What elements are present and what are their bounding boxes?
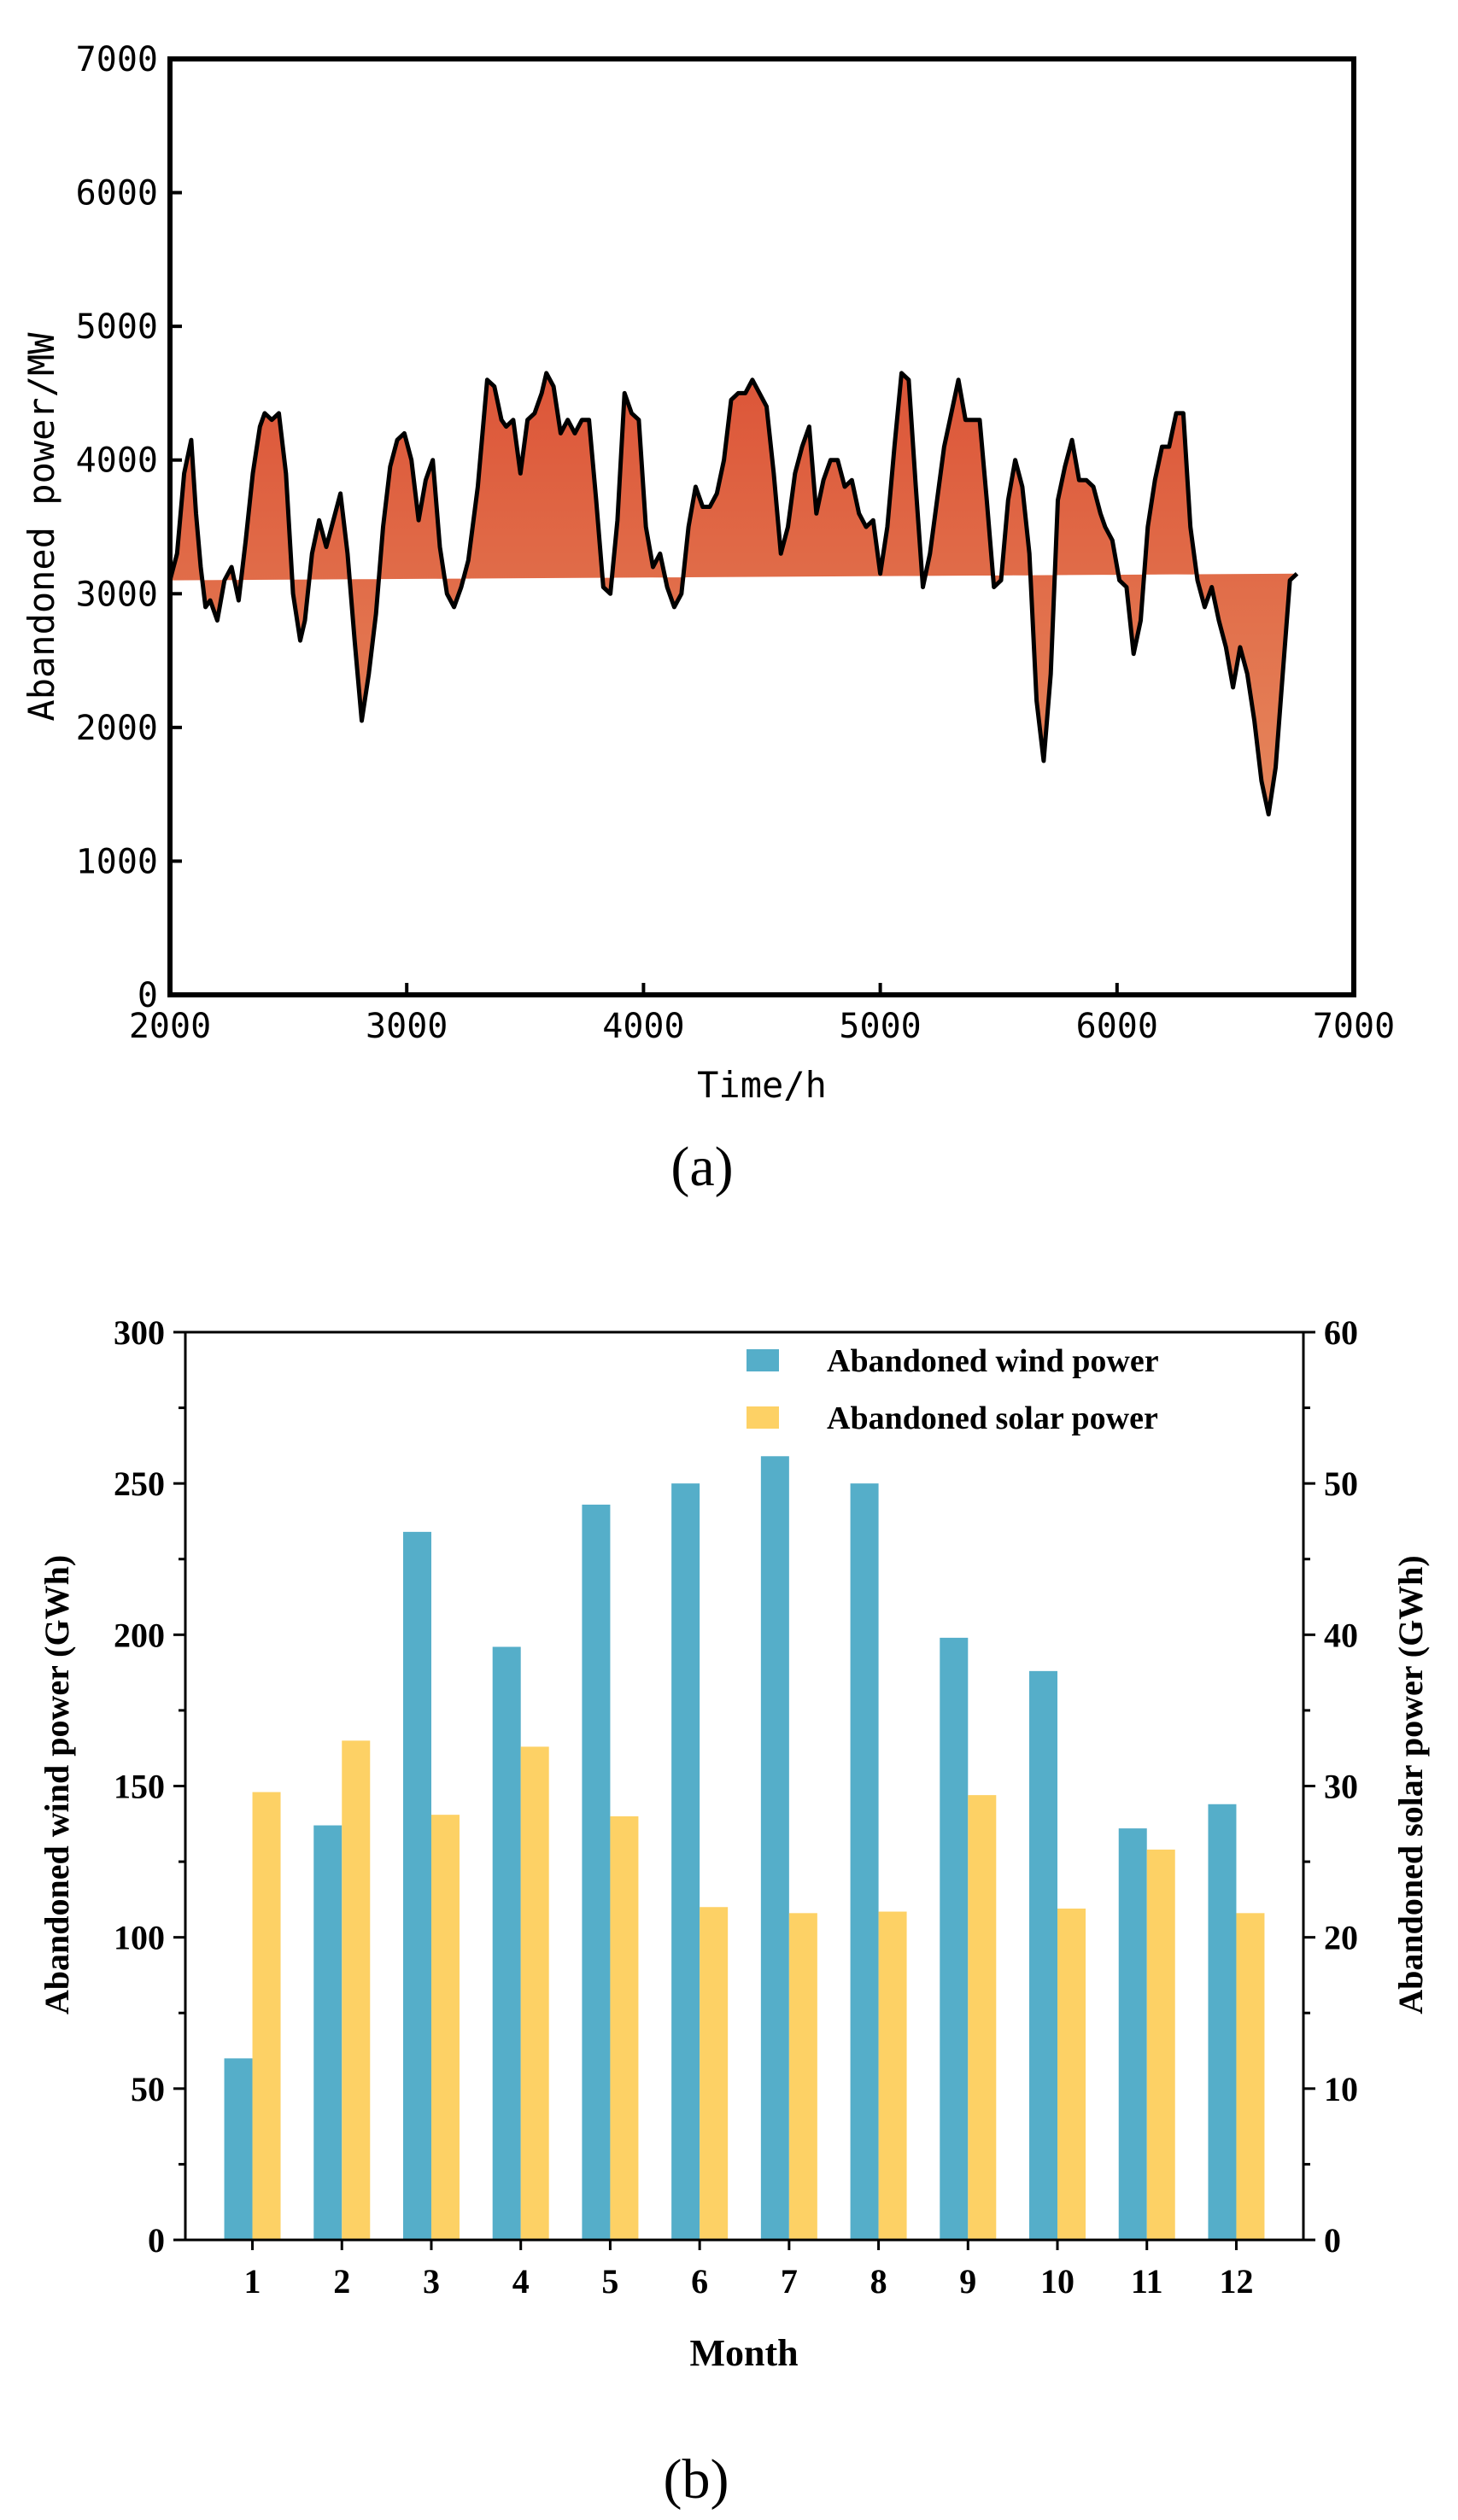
x-tick-label-a: 2000 [129, 1007, 211, 1046]
bar-solar [520, 1746, 549, 2240]
y-tick-label-a: 4000 [76, 441, 158, 481]
chart-b: 1 2 3 4 5 6 7 8 9 10 11 120501001502002503000102030… [38, 1313, 1430, 2511]
x-tick-label-b: 9 [959, 2262, 976, 2301]
bar-wind [850, 1483, 879, 2240]
y-tick-label-left-b: 0 [148, 2221, 165, 2260]
y-tick-label-a: 6000 [76, 174, 158, 213]
bar-wind [313, 1825, 343, 2240]
axis-ticks-a: 2000 3000 4000 5000 6000 7000 0 1000 2000 3000 400… [76, 40, 1395, 1046]
chart-a: 2000 3000 4000 5000 6000 7000 0 1000 2000 3000 400… [20, 40, 1395, 1198]
y-tick-label-right-b: 10 [1324, 2070, 1358, 2108]
x-tick-label-b: 11 [1131, 2262, 1163, 2301]
y-axis-title-left-b: Abandoned wind power (GWh) [38, 1555, 76, 2014]
y-tick-label-right-b: 50 [1324, 1465, 1358, 1503]
area-fill [170, 372, 1297, 815]
bar-wind [582, 1504, 611, 2240]
x-tick-label-a: 4000 [602, 1007, 684, 1046]
x-tick-label-b: 8 [870, 2262, 887, 2301]
y-tick-label-a: 5000 [76, 307, 158, 347]
bar-solar [788, 1913, 817, 2240]
bar-solar [252, 1792, 281, 2240]
x-tick-label-b: 3 [423, 2262, 440, 2301]
plot-frame-a [167, 56, 1356, 997]
bar-wind [760, 1456, 789, 2240]
bar-solar [430, 1815, 460, 2240]
y-tick-label-left-b: 250 [114, 1465, 165, 1503]
x-axis-title-b: Month [689, 2332, 798, 2374]
panel-label-a: (a) [670, 1136, 733, 1198]
x-tick-label-b: 2 [333, 2262, 350, 2301]
y-tick-label-left-b: 300 [114, 1313, 165, 1352]
y-tick-label-right-b: 30 [1324, 1768, 1358, 1806]
x-tick-label-a: 7000 [1313, 1007, 1395, 1046]
bar-wind [671, 1483, 700, 2240]
x-tick-label-a: 5000 [839, 1007, 921, 1046]
x-tick-label-b: 4 [512, 2262, 530, 2301]
bar-solar [1236, 1913, 1265, 2240]
y-tick-label-right-b: 60 [1324, 1313, 1358, 1352]
legend-label-solar: Abandoned solar power [827, 1400, 1158, 1436]
y-tick-label-left-b: 50 [131, 2070, 165, 2108]
legend-swatch-wind [747, 1349, 779, 1371]
y-tick-label-a: 7000 [76, 40, 158, 79]
bar-solar [342, 1740, 371, 2240]
y-tick-label-a: 3000 [76, 575, 158, 614]
bars [224, 1456, 1265, 2240]
bar-solar [700, 1907, 729, 2240]
series-line [167, 371, 1299, 817]
x-tick-label-b: 10 [1040, 2262, 1074, 2301]
y-tick-label-right-b: 20 [1324, 1919, 1358, 1957]
legend: Abandoned wind power Abandoned solar pow… [747, 1343, 1159, 1436]
bar-solar [1146, 1849, 1175, 2240]
x-tick-label-a: 6000 [1076, 1007, 1158, 1046]
axis-ticks-b: 1 2 3 4 5 6 7 8 9 10 11 120501001502002503000102030… [114, 1313, 1358, 2301]
bar-solar [878, 1911, 907, 2240]
x-tick-label-b: 5 [601, 2262, 618, 2301]
y-tick-label-right-b: 40 [1324, 1616, 1358, 1654]
bar-solar [610, 1815, 639, 2240]
bar-wind [492, 1646, 521, 2240]
x-tick-label-b: 12 [1219, 2262, 1253, 2301]
y-tick-label-left-b: 100 [114, 1919, 165, 1957]
y-axis-title-a: Abandoned power/MW [20, 332, 62, 722]
y-tick-label-right-b: 0 [1324, 2221, 1341, 2260]
y-tick-label-left-b: 150 [114, 1768, 165, 1806]
x-tick-label-b: 7 [781, 2262, 798, 2301]
y-axis-title-right-b: Abandoned solar power (GWh) [1391, 1555, 1430, 2014]
bar-wind [1118, 1828, 1147, 2240]
bar-solar [968, 1795, 997, 2240]
bar-solar [1057, 1909, 1086, 2240]
legend-swatch-solar [747, 1406, 779, 1429]
panel-label-b: (b) [664, 2448, 729, 2511]
y-tick-label-a: 2000 [76, 709, 158, 748]
x-tick-label-b: 6 [691, 2262, 708, 2301]
y-tick-label-a: 0 [138, 976, 158, 1015]
x-tick-label-b: 1 [244, 2262, 261, 2301]
bar-wind [940, 1637, 969, 2240]
y-tick-label-left-b: 200 [114, 1616, 165, 1654]
y-tick-label-a: 1000 [76, 842, 158, 881]
x-axis-title-a: Time/h [697, 1064, 827, 1106]
bar-wind [1208, 1804, 1237, 2240]
x-tick-label-a: 3000 [366, 1007, 448, 1046]
bar-wind [224, 2058, 253, 2240]
bar-wind [402, 1531, 431, 2240]
bar-wind [1029, 1670, 1058, 2240]
legend-label-wind: Abandoned wind power [827, 1343, 1159, 1379]
